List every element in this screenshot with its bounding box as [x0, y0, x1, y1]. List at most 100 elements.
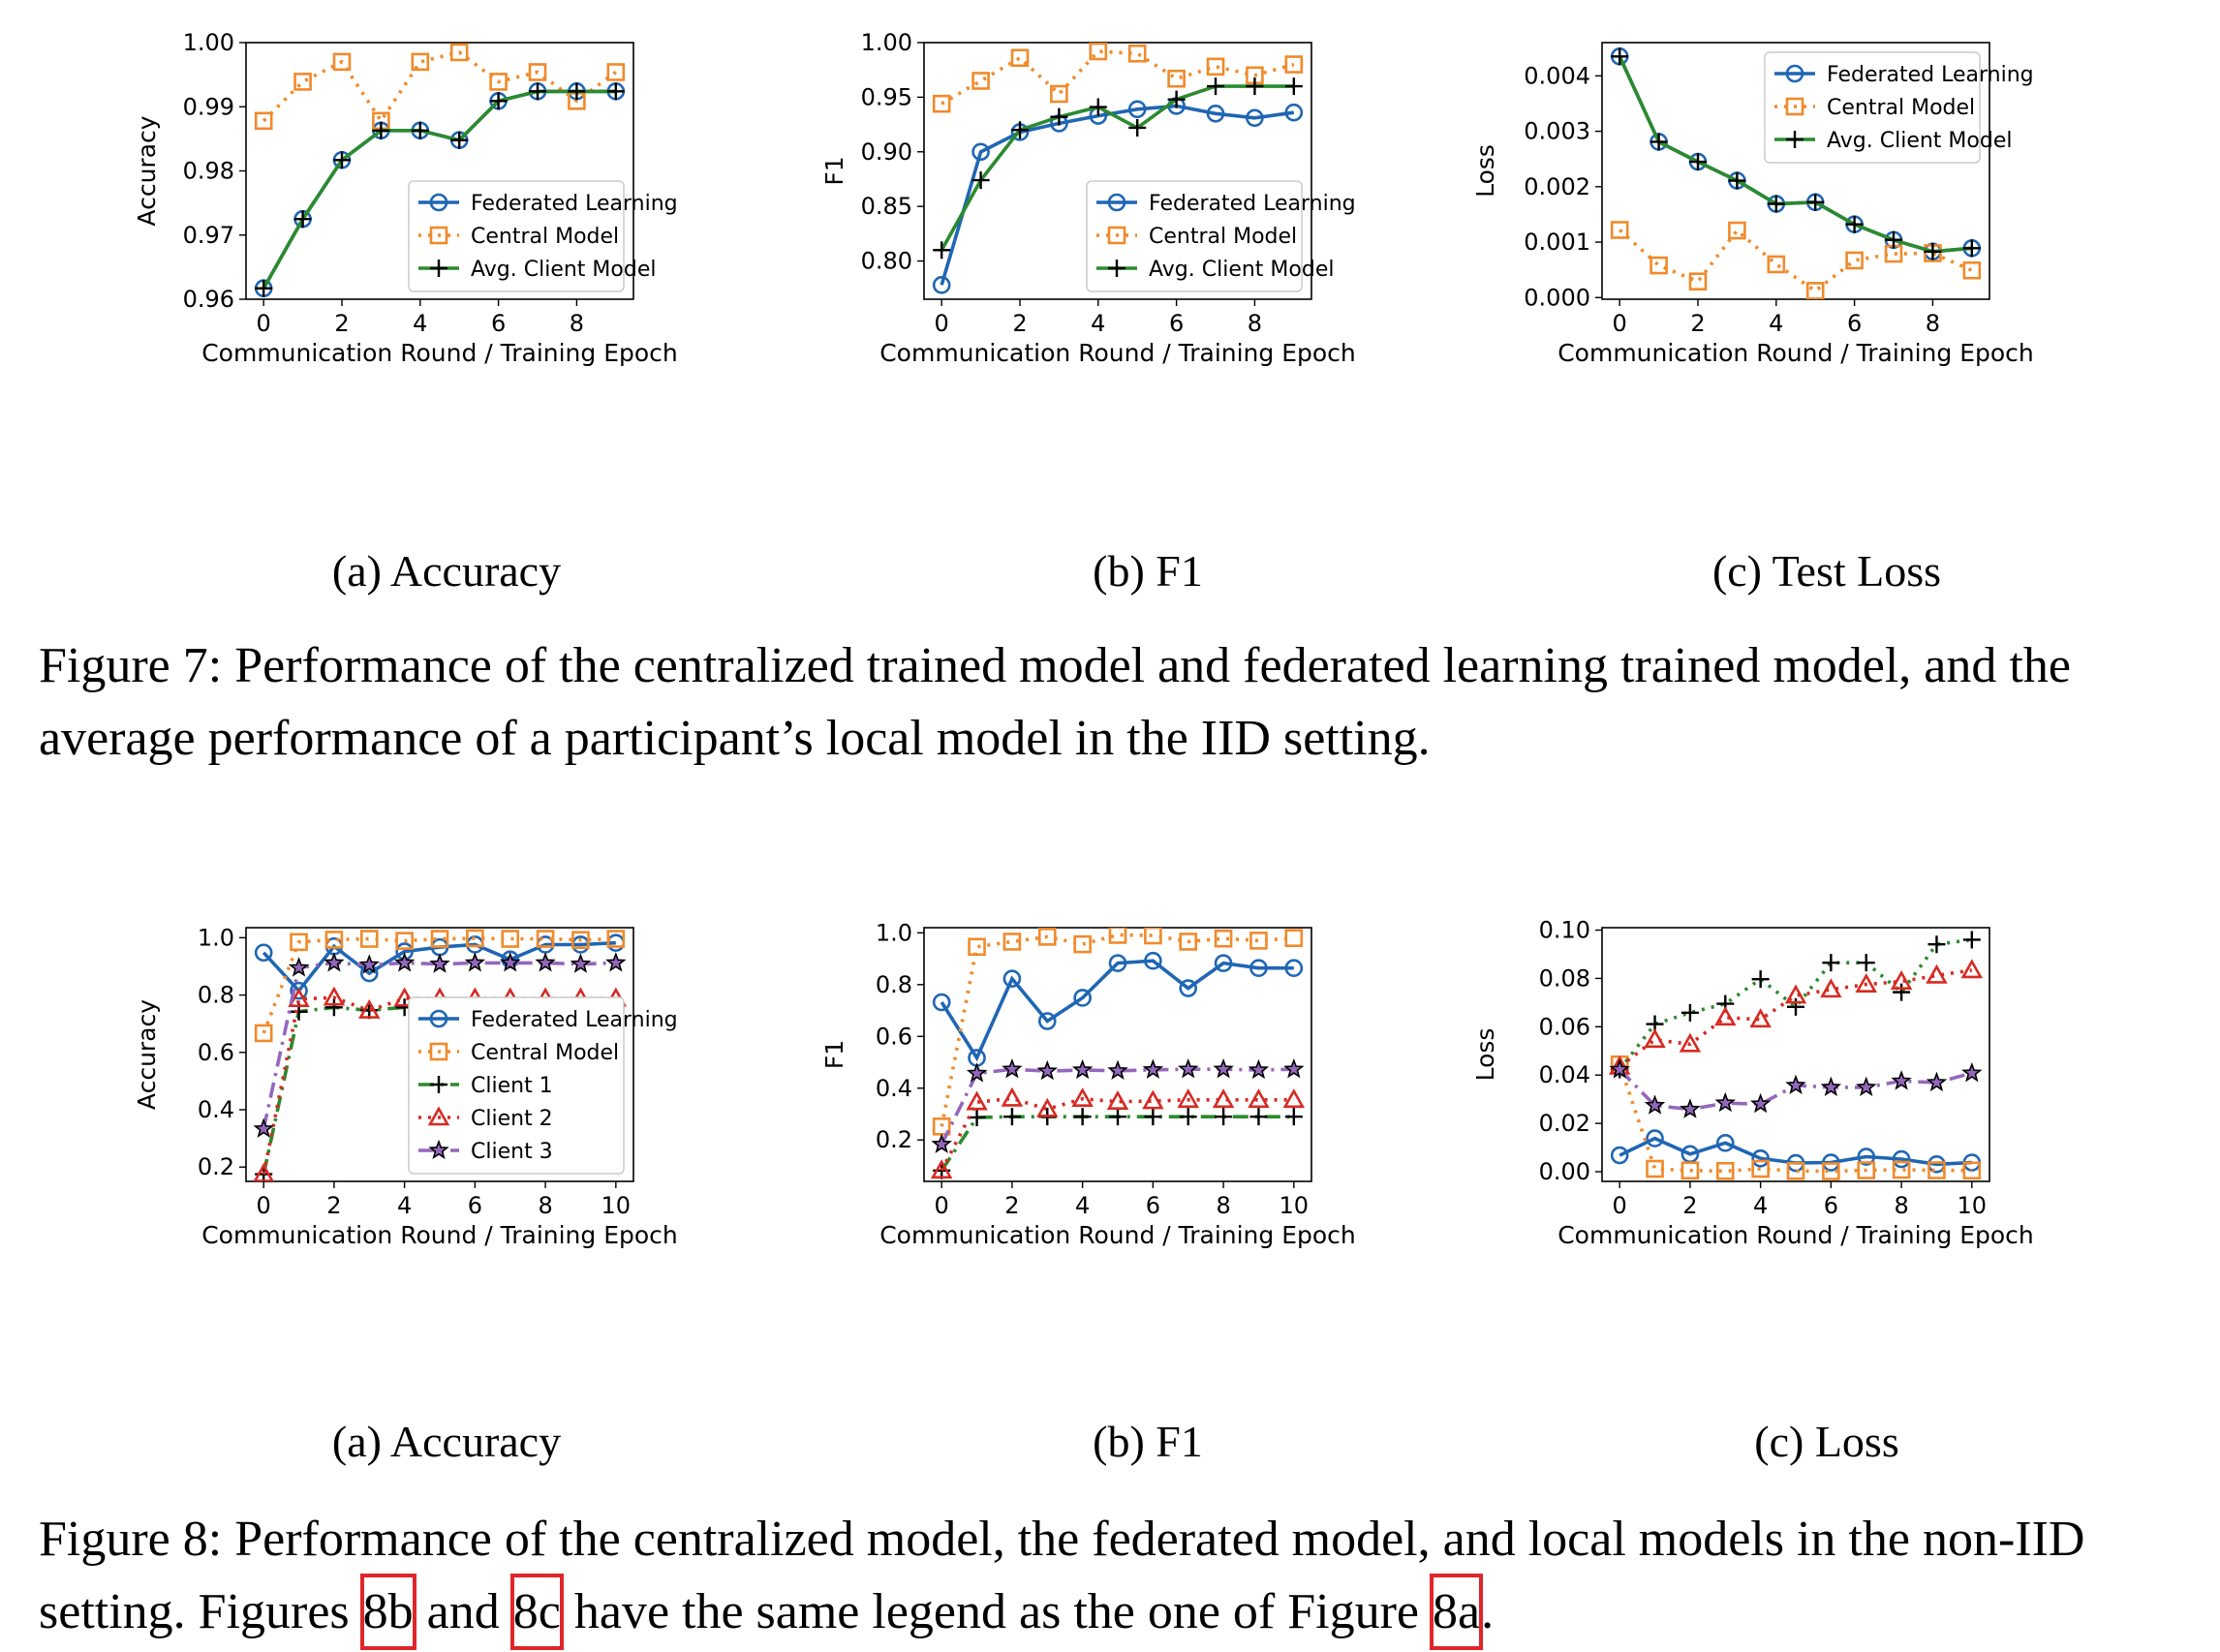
figure-ref-8b-link[interactable]: 8b — [359, 1574, 416, 1650]
x-tick-label: 0 — [935, 1192, 949, 1219]
data-point — [1010, 121, 1029, 139]
data-point — [1609, 1058, 1630, 1079]
data-point — [500, 952, 521, 972]
series-client-2 — [930, 1086, 1306, 1179]
data-point — [966, 1090, 988, 1111]
y-tick-label: 0.000 — [1524, 284, 1590, 311]
data-point — [971, 142, 990, 162]
data-point — [1249, 1108, 1268, 1126]
data-point — [1767, 255, 1786, 274]
data-point — [1002, 1108, 1021, 1126]
x-tick-label: 8 — [1926, 310, 1940, 337]
legend-label: Client 3 — [471, 1140, 553, 1164]
data-point — [1611, 47, 1629, 66]
data-point — [1610, 1146, 1629, 1165]
series-line — [940, 49, 1295, 106]
x-tick-label: 0 — [935, 310, 949, 337]
chart-fig8-loss: 0 2 4 6 8 10 0.00 0.02 0.04 0.06 0.08 0.10 Communica… — [1471, 916, 2034, 1249]
legend-label: Avg. Client Model — [471, 258, 656, 282]
data-point — [1806, 193, 1825, 211]
x-tick-label: 10 — [1280, 1192, 1310, 1219]
data-point — [1688, 153, 1707, 171]
data-point — [1248, 1088, 1270, 1109]
legend: Federated Learning Central Model Client 1 C… — [408, 996, 678, 1175]
data-point — [1246, 77, 1264, 96]
data-point — [1962, 931, 1981, 949]
x-tick-label: 4 — [1075, 1192, 1090, 1219]
y-tick-label: 0.6 — [198, 1039, 234, 1066]
series-avg-client-model — [933, 77, 1303, 260]
data-point — [966, 1062, 988, 1083]
data-point — [1127, 44, 1147, 63]
data-point — [932, 94, 951, 113]
data-point — [1073, 934, 1092, 954]
data-point — [1179, 979, 1198, 997]
figure-ref-8c-link[interactable]: 8c — [509, 1574, 564, 1650]
series-client-1 — [933, 1108, 1303, 1179]
data-point — [1107, 1059, 1128, 1080]
y-tick-label: 0.00 — [1539, 1158, 1590, 1185]
data-point — [528, 63, 547, 81]
data-point — [1144, 1108, 1162, 1126]
legend-label: Central Model — [471, 225, 619, 249]
legend-label: Client 1 — [471, 1074, 553, 1098]
data-point — [1892, 1160, 1911, 1179]
data-point — [466, 929, 484, 948]
data-point — [1845, 251, 1864, 270]
x-tick-label: 10 — [1958, 1192, 1988, 1219]
y-tick-label: 0.004 — [1524, 62, 1590, 89]
series-avg-client-model — [1611, 47, 1981, 260]
data-point — [288, 957, 310, 977]
data-point — [332, 151, 351, 169]
x-tick-label: 0 — [1613, 310, 1627, 337]
x-tick-label: 2 — [1004, 1192, 1019, 1219]
x-tick-label: 4 — [413, 310, 427, 337]
figure-ref-8a-link[interactable]: 8a — [1430, 1574, 1484, 1650]
y-tick-label: 0.002 — [1524, 173, 1590, 200]
x-tick-label: 8 — [538, 1192, 552, 1219]
legend-label: Central Model — [1827, 96, 1975, 120]
legend-marker — [429, 1009, 448, 1028]
data-point — [1142, 1089, 1164, 1110]
data-point — [293, 73, 312, 91]
series-federated-learning — [932, 951, 1304, 1067]
data-point — [254, 111, 273, 131]
data-point — [1715, 1134, 1735, 1152]
series-line — [940, 959, 1294, 1062]
data-point — [570, 953, 592, 973]
series-line — [940, 104, 1295, 286]
data-point — [1178, 1057, 1199, 1079]
data-point — [1688, 272, 1708, 291]
data-point — [1728, 221, 1746, 240]
legend: Federated Learning Central Model Avg. Clie… — [1764, 51, 2034, 164]
data-point — [1926, 1071, 1948, 1092]
data-point — [1284, 77, 1303, 96]
series-central-model — [932, 43, 1304, 113]
y-axis-label: F1 — [820, 156, 848, 185]
data-point — [1926, 964, 1948, 984]
x-axis-label: Communication Round / Training Epoch — [1557, 1221, 2034, 1249]
legend: Federated Learning Central Model Avg. Clie… — [1086, 180, 1356, 292]
subcaption-7c: (c) Test Loss — [1711, 546, 1942, 596]
data-point — [1036, 1059, 1058, 1081]
data-point — [293, 210, 312, 229]
data-point — [290, 933, 308, 952]
data-point — [1249, 959, 1268, 978]
x-tick-label: 4 — [1091, 310, 1105, 337]
legend-marker — [1785, 64, 1804, 83]
data-point — [1089, 98, 1107, 116]
plot-frame — [245, 927, 634, 1182]
data-point — [1857, 1161, 1876, 1179]
data-point — [393, 987, 416, 1007]
data-point — [1927, 1161, 1946, 1179]
data-point — [1728, 171, 1746, 190]
legend-marker — [430, 260, 447, 277]
data-point — [1282, 1088, 1306, 1109]
data-point — [571, 931, 590, 950]
data-point — [1960, 959, 1984, 979]
x-tick-label: 4 — [397, 1192, 412, 1219]
data-point — [358, 954, 380, 974]
legend-marker — [429, 193, 448, 212]
data-point — [253, 1162, 274, 1181]
figure-7-caption: Figure 7: Performance of the centralized… — [39, 638, 2071, 766]
